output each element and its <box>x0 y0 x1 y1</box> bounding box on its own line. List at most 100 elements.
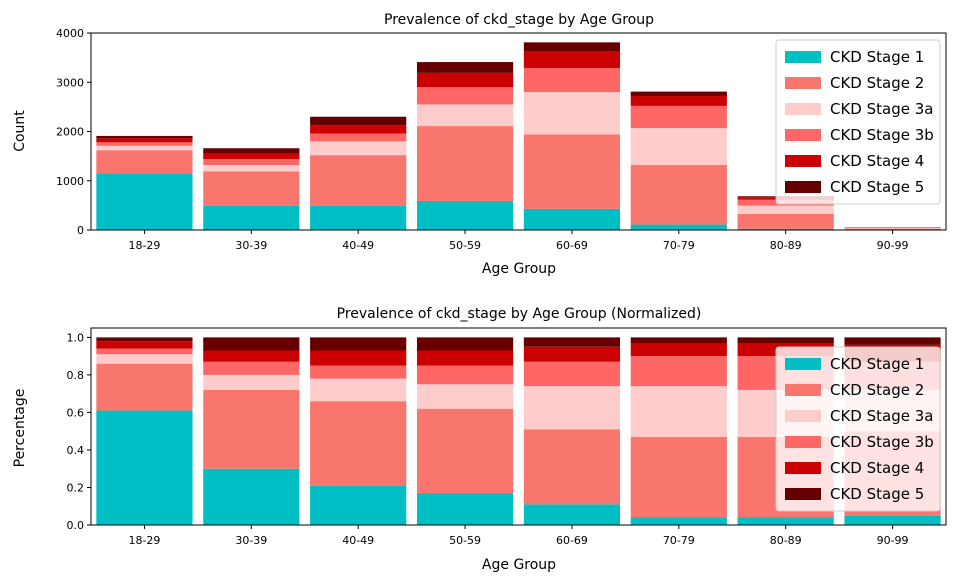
legend-label-ckd-stage-3a: CKD Stage 3a <box>830 407 933 425</box>
legend-swatch-ckd-stage-5 <box>785 181 821 193</box>
x-tick-label: 50-59 <box>449 534 481 547</box>
bar-ckd-stage-4-30-39 <box>203 153 300 160</box>
bar-ckd-stage-3a-18-29 <box>96 145 193 151</box>
legend-swatch-ckd-stage-2 <box>785 384 821 396</box>
bar-ckd-stage-2-70-79 <box>630 164 727 225</box>
y-axis-label: Percentage <box>12 389 28 468</box>
legend-swatch-ckd-stage-4 <box>785 155 821 167</box>
chart-count: Prevalence of ckd_stage by Age Group 0 10… <box>12 12 947 277</box>
bar-ckd-stage-3b-30-39 <box>203 159 300 165</box>
x-tick-label: 18-29 <box>128 534 160 547</box>
bar-ckd-stage-3b-50-59 <box>416 87 514 105</box>
bar-ckd-stage-4-70-79 <box>630 343 727 357</box>
bar-ckd-stage-2-80-89 <box>737 213 834 229</box>
bar-ckd-stage-5-30-39 <box>203 148 300 154</box>
legend-swatch-ckd-stage-4 <box>785 462 821 474</box>
bar-ckd-stage-1-90-99 <box>844 515 941 525</box>
x-axis-ticks: 18-29 30-39 40-49 50-59 60-69 70-79 80-89 90-99 <box>128 230 909 252</box>
legend-label-ckd-stage-5: CKD Stage 5 <box>830 485 924 503</box>
bar-ckd-stage-4-60-69 <box>523 346 621 362</box>
bar-ckd-stage-5-40-49 <box>310 337 407 351</box>
x-tick-label: 80-89 <box>770 239 802 252</box>
bar-ckd-stage-5-30-39 <box>203 337 300 351</box>
plot-frame <box>90 327 947 526</box>
y-tick-label: 2000 <box>56 126 84 139</box>
bar-ckd-stage-1-18-29 <box>96 173 193 230</box>
y-axis-ticks: 0 1000 2000 3000 4000 <box>56 27 91 237</box>
bar-ckd-stage-1-40-49 <box>310 485 407 525</box>
bar-ckd-stage-1-60-69 <box>523 208 621 230</box>
legend: CKD Stage 1 CKD Stage 2 CKD Stage 3a CKD St… <box>775 346 941 512</box>
legend-label-ckd-stage-2: CKD Stage 2 <box>830 381 924 399</box>
legend-swatch-ckd-stage-3a <box>785 410 821 422</box>
x-tick-label: 60-69 <box>556 239 588 252</box>
bar-ckd-stage-1-70-79 <box>630 224 727 230</box>
bar-ckd-stage-2-70-79 <box>630 436 727 518</box>
y-tick-label: 0.6 <box>67 406 85 419</box>
y-axis-ticks: 0.0 0.2 0.4 0.6 0.8 1.0 <box>67 331 91 532</box>
bar-ckd-stage-1-30-39 <box>203 468 300 525</box>
bar-ckd-stage-3a-50-59 <box>416 384 514 409</box>
bar-ckd-stage-4-60-69 <box>523 51 621 68</box>
bar-ckd-stage-3a-60-69 <box>523 386 621 430</box>
bar-ckd-stage-5-70-79 <box>630 337 727 344</box>
bar-ckd-stage-5-18-29 <box>96 135 193 139</box>
bar-ckd-stage-4-70-79 <box>630 96 727 106</box>
bar-ckd-stage-3b-70-79 <box>630 105 727 129</box>
legend-label-ckd-stage-4: CKD Stage 4 <box>830 152 924 170</box>
y-tick-label: 3000 <box>56 76 84 89</box>
bar-ckd-stage-1-70-79 <box>630 517 727 525</box>
bar-ckd-stage-1-60-69 <box>523 504 621 525</box>
legend-swatch-ckd-stage-3a <box>785 103 821 115</box>
bar-ckd-stage-3b-40-49 <box>310 365 407 379</box>
x-axis-ticks: 18-29 30-39 40-49 50-59 60-69 70-79 80-89 90-99 <box>128 525 909 547</box>
legend-swatch-ckd-stage-1 <box>785 358 821 370</box>
y-axis-label: Count <box>12 110 28 152</box>
bar-ckd-stage-1-80-89 <box>737 228 834 230</box>
y-tick-label: 0 <box>77 224 84 237</box>
bar-ckd-stage-4-50-59 <box>416 350 514 366</box>
bar-ckd-stage-3a-30-39 <box>203 164 300 172</box>
legend-label-ckd-stage-4: CKD Stage 4 <box>830 459 924 477</box>
x-tick-label: 50-59 <box>449 239 481 252</box>
x-axis-label: Age Group <box>482 261 556 277</box>
bar-ckd-stage-3a-30-39 <box>203 374 300 390</box>
x-tick-label: 90-99 <box>877 239 909 252</box>
x-tick-label: 60-69 <box>556 534 588 547</box>
bar-ckd-stage-3a-70-79 <box>630 386 727 437</box>
y-tick-label: 0.4 <box>67 444 85 457</box>
chart-title: Prevalence of ckd_stage by Age Group <box>384 12 654 28</box>
bar-ckd-stage-5-18-29 <box>96 337 193 342</box>
x-tick-label: 70-79 <box>663 534 695 547</box>
legend-swatch-ckd-stage-5 <box>785 488 821 500</box>
bar-ckd-stage-3b-50-59 <box>416 365 514 385</box>
bar-ckd-stage-3b-40-49 <box>310 133 407 142</box>
x-tick-label: 40-49 <box>342 239 374 252</box>
bar-ckd-stage-1-18-29 <box>96 410 193 525</box>
x-tick-label: 80-89 <box>770 534 802 547</box>
y-tick-label: 1000 <box>56 175 84 188</box>
bar-ckd-stage-3a-80-89 <box>737 205 834 214</box>
x-tick-label: 18-29 <box>128 239 160 252</box>
x-tick-label: 90-99 <box>877 534 909 547</box>
y-tick-label: 1.0 <box>67 331 85 344</box>
bar-ckd-stage-3b-18-29 <box>96 142 193 146</box>
chart-title: Prevalence of ckd_stage by Age Group (No… <box>337 306 702 322</box>
bar-ckd-stage-5-90-99 <box>844 337 941 345</box>
legend-swatch-ckd-stage-3b <box>785 129 821 141</box>
bar-ckd-stage-3a-40-49 <box>310 378 407 402</box>
bar-ckd-stage-3a-40-49 <box>310 141 407 156</box>
legend-label-ckd-stage-3b: CKD Stage 3b <box>830 126 934 144</box>
bar-ckd-stage-2-40-49 <box>310 155 407 206</box>
bar-ckd-stage-4-50-59 <box>416 72 514 88</box>
bar-ckd-stage-3b-60-69 <box>523 361 621 387</box>
bar-ckd-stage-1-50-59 <box>416 200 514 230</box>
x-tick-label: 30-39 <box>235 534 267 547</box>
bar-ckd-stage-3a-50-59 <box>416 104 514 127</box>
legend-label-ckd-stage-3a: CKD Stage 3a <box>830 100 933 118</box>
bar-ckd-stage-4-30-39 <box>203 350 300 362</box>
y-tick-label: 0.8 <box>67 369 85 382</box>
legend-swatch-ckd-stage-2 <box>785 77 821 89</box>
bar-ckd-stage-3b-70-79 <box>630 356 727 387</box>
legend-label-ckd-stage-1: CKD Stage 1 <box>830 355 924 373</box>
